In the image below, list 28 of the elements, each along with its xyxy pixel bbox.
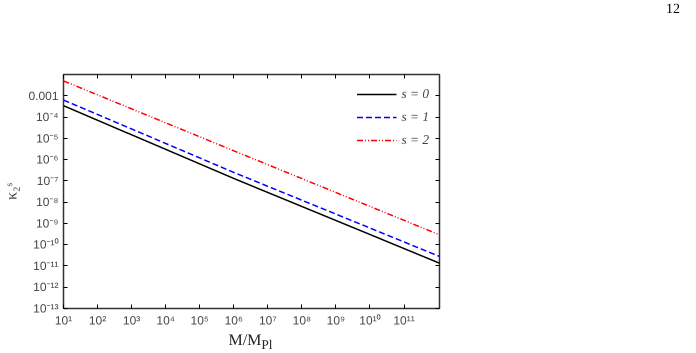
- x-tick-label: 10⁶: [224, 314, 243, 328]
- x-tick-label: 10⁹: [326, 314, 346, 328]
- x-tick-label: 10⁴: [156, 314, 175, 328]
- y-tick-label: 10⁻¹³: [33, 302, 59, 316]
- legend-label: s = 0: [401, 86, 429, 102]
- x-tick-label: 10⁷: [258, 314, 277, 328]
- y-tick-label: 0.001: [28, 88, 59, 103]
- x-tick-label: 10¹: [54, 314, 72, 328]
- x-tick-label: 10⁵: [190, 314, 209, 328]
- x-tick-label: 10¹⁰: [359, 314, 381, 328]
- x-tick-label: 10²: [88, 314, 106, 328]
- x-tick-label: 10⁸: [292, 314, 312, 328]
- y-tick-label: 10⁻⁹: [36, 216, 59, 230]
- y-tick-label: 10⁻⁶: [36, 152, 59, 167]
- y-tick-label: 10⁻⁴: [36, 110, 59, 124]
- x-tick-label: 10¹¹: [393, 314, 415, 328]
- y-tick-label: 10⁻⁷: [36, 174, 59, 188]
- y-tick-label: 10⁻¹⁰: [33, 238, 58, 252]
- legend-label: s = 1: [401, 109, 429, 125]
- x-tick-label: 10³: [122, 314, 140, 328]
- text: 12: [666, 1, 680, 19]
- legend-label: s = 2: [401, 132, 429, 148]
- y-tick-label: 10⁻¹¹: [33, 258, 59, 273]
- y-tick-label: 10⁻⁵: [36, 131, 59, 146]
- y-tick-label: 10⁻⁸: [36, 195, 59, 210]
- y-tick-label: 10⁻¹²: [33, 280, 59, 294]
- y-axis-title: κ₂ˢ: [3, 182, 20, 200]
- x-axis-title: M/M$_{Pl}$: [228, 331, 273, 353]
